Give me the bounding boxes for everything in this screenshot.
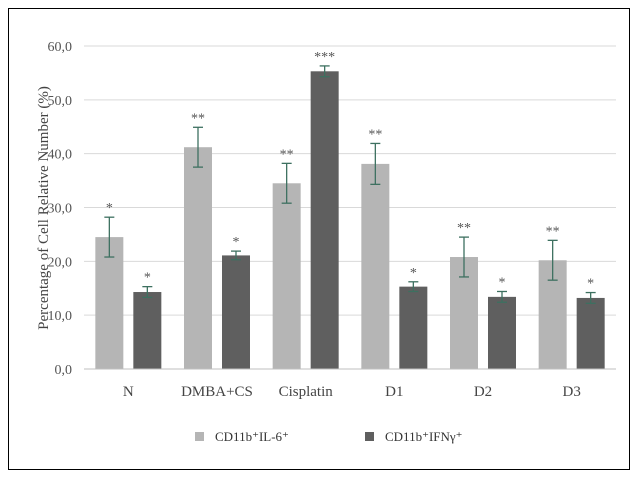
y-tick-label: 30,0 <box>48 202 73 217</box>
y-tick-label: 50,0 <box>48 94 73 109</box>
significance-marker: ** <box>457 221 471 236</box>
x-category-label: D2 <box>474 384 492 400</box>
significance-marker: ** <box>191 111 205 126</box>
significance-marker: * <box>144 271 151 286</box>
bar <box>576 297 605 369</box>
significance-marker: ** <box>368 127 382 142</box>
bar <box>399 286 428 369</box>
x-category-label: N <box>123 384 134 400</box>
x-axis-categories: N DMBA+CS Cisplatin D1 D2 D3 <box>123 384 581 400</box>
x-category-label: Cisplatin <box>279 384 334 400</box>
y-axis-ticks: 0,0 10,0 20,0 30,0 40,0 50,0 60,0 <box>48 40 73 378</box>
x-category-label: DMBA+CS <box>181 384 253 400</box>
legend-swatch-ifng <box>365 432 374 441</box>
bar <box>133 292 162 369</box>
x-category-label: D1 <box>385 384 403 400</box>
y-tick-label: 0,0 <box>55 363 73 378</box>
gridlines <box>84 45 616 316</box>
y-tick-label: 40,0 <box>48 148 73 163</box>
y-tick-label: 10,0 <box>48 309 73 324</box>
legend-swatch-il6 <box>195 432 204 441</box>
significance-marker: * <box>410 266 417 281</box>
error-bars <box>104 65 596 304</box>
bar <box>310 71 339 369</box>
bar <box>272 183 301 369</box>
significance-marker: * <box>106 201 113 216</box>
x-category-label: D3 <box>562 384 580 400</box>
significance-markers: ******************* <box>106 50 594 292</box>
bar <box>488 296 516 369</box>
significance-marker: * <box>499 275 506 290</box>
y-tick-label: 20,0 <box>48 255 73 270</box>
bar <box>361 163 390 369</box>
significance-marker: ** <box>546 224 560 239</box>
legend-label-ifng: CD11b⁺IFNγ⁺ <box>385 429 463 444</box>
y-tick-label: 60,0 <box>48 40 73 55</box>
legend-label-il6: CD11b⁺IL-6⁺ <box>215 429 289 444</box>
y-axis-label: Percentage of Cell Relative Number (%) <box>36 86 52 330</box>
legend: CD11b⁺IL-6⁺ CD11b⁺IFNγ⁺ <box>195 429 463 444</box>
bar <box>95 237 124 369</box>
significance-marker: ** <box>280 147 294 162</box>
bars <box>95 71 605 369</box>
significance-marker: * <box>587 277 594 292</box>
significance-marker: *** <box>314 50 335 65</box>
bar <box>184 147 212 369</box>
significance-marker: * <box>233 235 240 250</box>
bar <box>222 255 250 369</box>
